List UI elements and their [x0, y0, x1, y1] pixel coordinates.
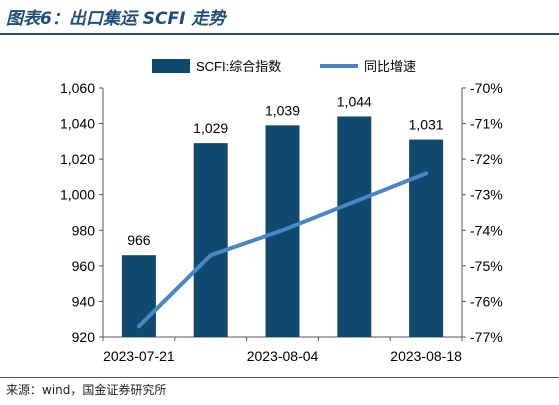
y-left-tick-label: 1,000 — [60, 187, 95, 203]
bar-data-label: 1,029 — [193, 120, 228, 136]
bar — [121, 255, 156, 337]
y-right-tick-label: -70% — [470, 80, 503, 96]
x-tick-label: 2023-08-04 — [247, 348, 319, 364]
x-tick-label: 2023-07-21 — [103, 348, 175, 364]
legend-swatch-bar — [152, 59, 190, 73]
y-right-tick-label: -76% — [470, 293, 503, 309]
legend-label-line: 同比增速 — [364, 59, 416, 74]
y-right-tick-label: -77% — [470, 329, 503, 345]
y-right-tick-label: -71% — [470, 116, 503, 132]
bar — [193, 143, 228, 337]
y-left-tick-label: 1,060 — [60, 80, 95, 96]
y-left-tick-label: 960 — [72, 258, 96, 274]
y-right-tick-label: -75% — [470, 258, 503, 274]
legend-label-bar: SCFI:综合指数 — [196, 59, 281, 74]
bar — [409, 139, 444, 337]
bar — [337, 116, 372, 337]
source-note: 来源：wind，国金证券研究所 — [6, 383, 167, 397]
y-left-tick-label: 1,040 — [60, 116, 95, 132]
y-left-tick-label: 940 — [72, 293, 96, 309]
y-left-tick-label: 920 — [72, 329, 96, 345]
bar-data-label: 966 — [127, 232, 151, 248]
bar-data-label: 1,044 — [337, 93, 372, 109]
source-divider — [0, 377, 559, 378]
y-left-tick-label: 1,020 — [60, 151, 95, 167]
bar-data-label: 1,039 — [265, 102, 300, 118]
x-tick-label: 2023-08-18 — [390, 348, 462, 364]
y-left-tick-label: 980 — [72, 222, 96, 238]
y-right-tick-label: -74% — [470, 222, 503, 238]
line-series-yoy — [136, 171, 429, 329]
chart-title: 图表6：出口集运 SCFI 走势 — [6, 9, 226, 29]
title-divider — [0, 33, 559, 35]
y-right-tick-label: -73% — [470, 187, 503, 203]
chart: SCFI:综合指数 同比增速 920 940 960 980 1,000 1,020 1,040… — [60, 59, 503, 364]
bar-data-label: 1,031 — [409, 117, 444, 133]
y-right-tick-label: -72% — [470, 151, 503, 167]
